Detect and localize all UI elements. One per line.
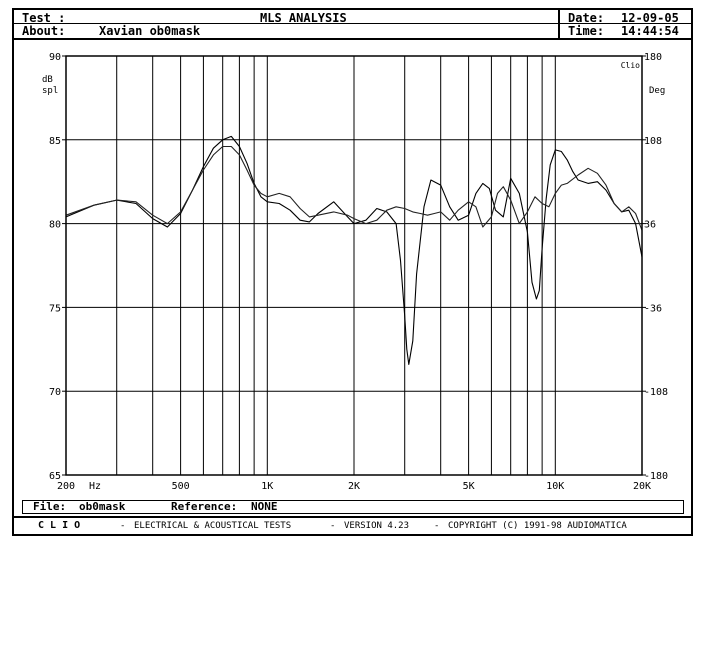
x-tick-label: 5K xyxy=(463,481,475,492)
x-tick-label: 200 xyxy=(57,481,75,492)
x-unit-label: Hz xyxy=(89,481,101,492)
tests-text: ELECTRICAL & ACOUSTICAL TESTS xyxy=(134,521,292,531)
header-panel: Test : MLS ANALYSIS About: Xavian ob0mas… xyxy=(14,10,691,40)
separator-dash: - xyxy=(434,521,440,531)
y2-tick-label: -108 xyxy=(644,387,668,398)
file-value: ob0mask xyxy=(79,500,126,513)
date-label: Date: xyxy=(568,11,605,25)
y-tick-label: 85 xyxy=(49,136,61,147)
y-tick-label: 80 xyxy=(49,220,61,231)
brand-text: C L I O xyxy=(38,520,81,531)
series-line xyxy=(65,135,643,365)
y2-tick-label: -36 xyxy=(644,303,662,314)
separator-dash: - xyxy=(120,521,126,531)
plot-border xyxy=(65,55,643,476)
y2-tick-label: 180 xyxy=(644,52,662,63)
x-tick-label: 10K xyxy=(546,481,564,492)
y2-axis-label: Deg xyxy=(649,86,665,96)
y-tick-label: 70 xyxy=(49,387,61,398)
x-tick-label: 2K xyxy=(348,481,360,492)
y-axis-label: spl xyxy=(42,86,58,96)
status-line: C L I O - ELECTRICAL & ACOUSTICAL TESTS … xyxy=(14,516,691,534)
series-line xyxy=(65,145,643,231)
x-tick-label: 1K xyxy=(261,481,273,492)
file-info-bar: File: ob0mask Reference: NONE xyxy=(22,500,684,514)
time-label: Time: xyxy=(568,24,605,38)
y-axis-label: dB xyxy=(42,75,53,85)
y-tick-label: 75 xyxy=(49,303,61,314)
frequency-response-chart: 90 85 80 75 70 65 180 108 36 -36 -108 -180 200 500 1K 2… xyxy=(42,52,668,492)
header-divider xyxy=(558,10,560,38)
file-label: File: xyxy=(33,500,67,513)
y2-tick-label: -180 xyxy=(644,471,668,482)
y2-tick-label: 36 xyxy=(644,220,656,231)
about-label: About: xyxy=(22,24,66,38)
reference-value: NONE xyxy=(251,500,278,513)
copyright-text: COPYRIGHT (C) 1991-98 AUDIOMATICA xyxy=(448,521,627,531)
analysis-title: MLS ANALYSIS xyxy=(260,11,347,25)
x-tick-label: 500 xyxy=(172,481,190,492)
reference-label: Reference: xyxy=(171,500,238,513)
test-label: Test : xyxy=(22,11,66,25)
y2-tick-label: 108 xyxy=(644,136,662,147)
about-value: Xavian ob0mask xyxy=(99,24,201,38)
y-tick-label: 90 xyxy=(49,52,61,63)
header-row-divider xyxy=(14,23,558,24)
date-value: 12-09-05 xyxy=(621,11,679,25)
time-value: 14:44:54 xyxy=(621,24,679,38)
y-tick-label: 65 xyxy=(49,471,61,482)
version-text: VERSION 4.23 xyxy=(344,521,410,531)
x-tick-label: 20K xyxy=(633,481,651,492)
clio-corner-label: Clio xyxy=(621,61,640,70)
header-row-divider-right xyxy=(560,23,691,24)
separator-dash: - xyxy=(330,521,336,531)
